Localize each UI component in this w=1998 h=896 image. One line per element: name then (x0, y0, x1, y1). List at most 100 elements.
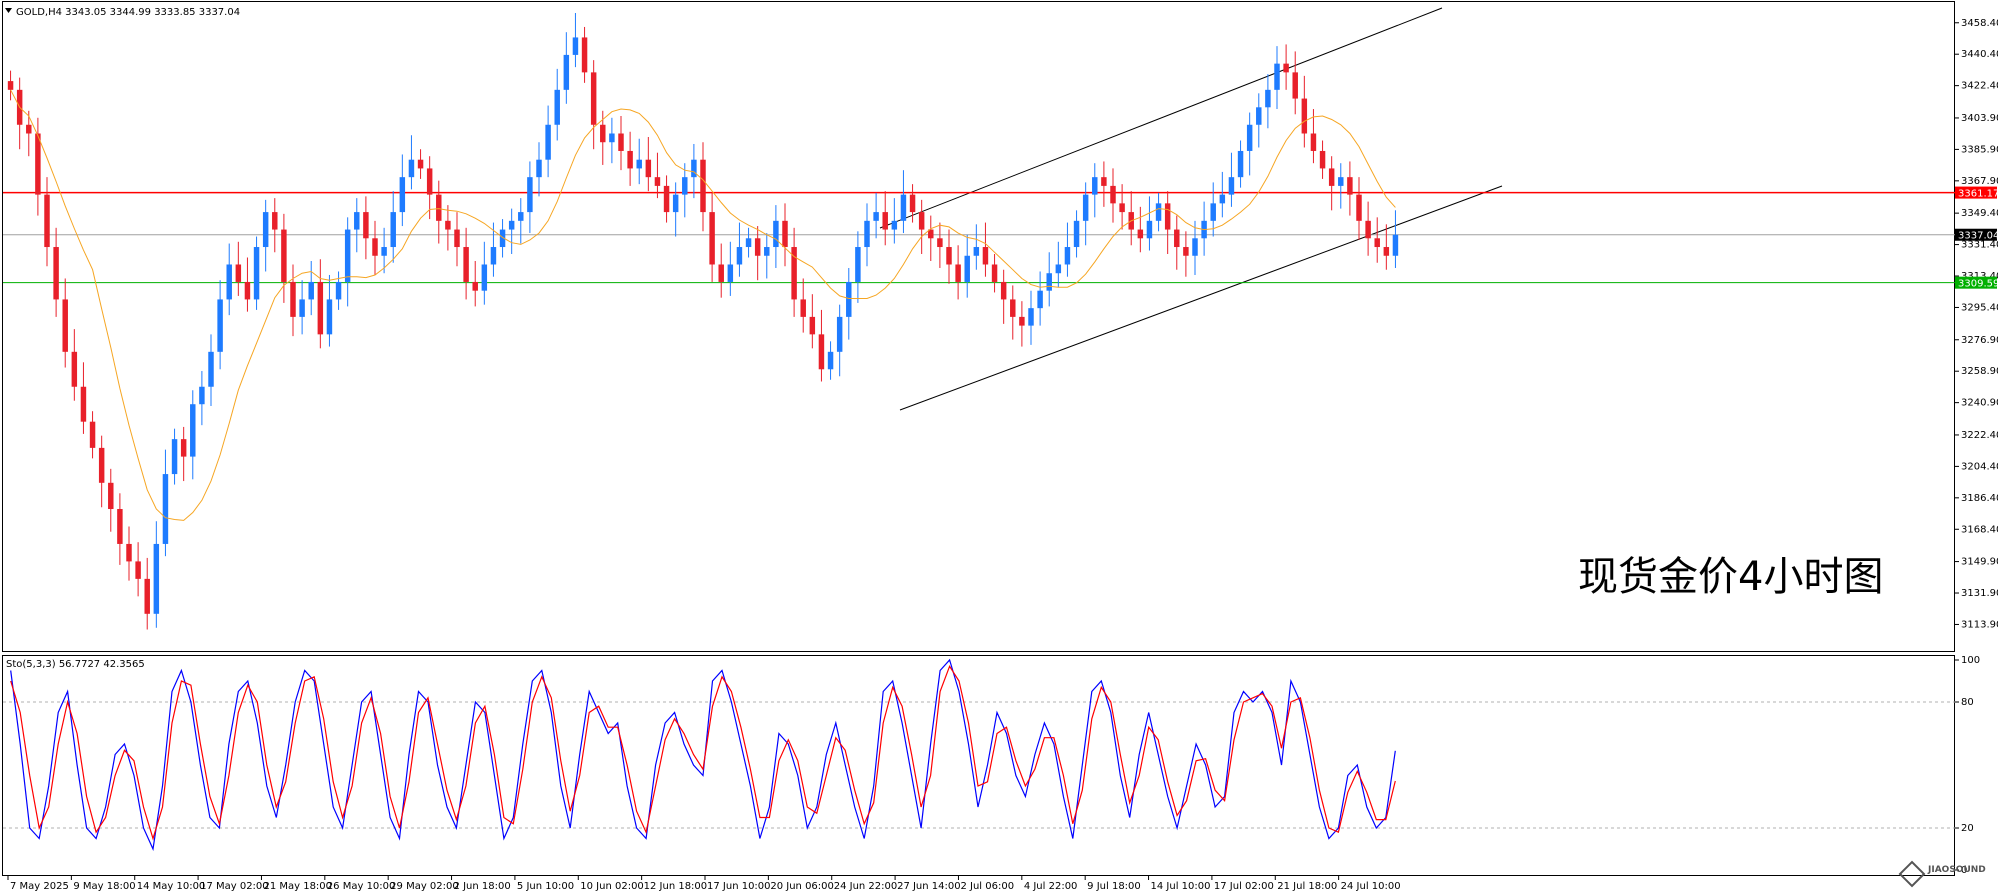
x-tick-label: 17 Jul 02:00 (1214, 881, 1274, 892)
price-tick-label: 3186.40 (1961, 493, 1998, 504)
price-tick-label: 3204.40 (1961, 461, 1998, 472)
price-tick-label: 3403.90 (1961, 113, 1998, 124)
candle-body (846, 281, 852, 317)
candle-body (1092, 177, 1098, 195)
candle-body (335, 281, 342, 300)
candle-body (481, 264, 488, 291)
x-tick-label: 12 Jun 18:00 (644, 881, 708, 892)
candle-body (645, 159, 652, 178)
candle-body (390, 212, 396, 248)
candle-body (836, 316, 843, 352)
candle-body (1146, 220, 1153, 239)
candle-body (235, 264, 242, 282)
x-tick-label: 17 May 02:00 (200, 881, 269, 892)
candle-body (108, 482, 114, 510)
candle-body (1101, 177, 1107, 186)
price-tick-label: 3113.90 (1961, 619, 1998, 630)
candle-body (499, 229, 506, 248)
candle-body (928, 229, 934, 239)
candle-body (7, 81, 14, 90)
x-tick-label: 21 Jul 18:00 (1277, 881, 1337, 892)
candle-body (372, 238, 378, 256)
x-tick-label: 20 Jun 06:00 (770, 881, 834, 892)
candle-body (736, 247, 743, 265)
x-tick-label: 4 Jul 22:00 (1024, 881, 1078, 892)
candle-body (1164, 203, 1171, 230)
candle-body (855, 247, 861, 282)
price-badge-bg (1955, 186, 1997, 199)
candle-body (1019, 316, 1025, 326)
symbol-menu-icon[interactable] (5, 8, 12, 13)
candle-body (773, 220, 779, 248)
candle-body (1000, 281, 1007, 300)
candle-body (1365, 220, 1371, 239)
candle-body (363, 212, 369, 239)
candle-body (162, 474, 169, 544)
x-tick-label: 27 Jun 14:00 (897, 881, 961, 892)
candle-body (1392, 234, 1399, 256)
candle-body (791, 247, 797, 300)
candle-body (1256, 107, 1262, 125)
candle-body (153, 543, 160, 614)
candle-body (518, 212, 524, 221)
price-tick-label: 3295.40 (1961, 302, 1998, 313)
candle-body (290, 281, 296, 317)
candle-body (1319, 150, 1326, 169)
candle-body (1082, 194, 1089, 221)
stoch-tick-label: 100 (1961, 655, 1980, 666)
candle-body (1010, 299, 1016, 317)
candle-body (299, 299, 305, 317)
candle-body (308, 281, 314, 300)
channel-lower-line (899, 185, 1503, 411)
candle-body (672, 194, 679, 213)
price-tick-label: 3168.40 (1961, 524, 1998, 535)
candle-body (727, 264, 734, 282)
candle-body (691, 159, 697, 178)
candle-body (80, 386, 87, 422)
x-tick-label: 14 May 10:00 (137, 881, 206, 892)
price-tick-label: 3222.40 (1961, 430, 1998, 441)
candle-body (946, 247, 952, 265)
candle-body (682, 177, 688, 195)
candle-body (891, 220, 898, 230)
candle-body (1347, 177, 1353, 195)
candle-body (208, 351, 214, 387)
candle-body (754, 238, 761, 256)
price-tick-label: 3276.90 (1961, 335, 1998, 346)
candle-body (964, 255, 970, 282)
candle-body (199, 386, 205, 405)
price-badge-label: 3337.04 (1958, 231, 1998, 242)
candle-body (463, 247, 469, 282)
candle-body (700, 159, 706, 213)
price-tick-label: 3313.40 (1961, 271, 1998, 282)
price-tick-label: 3440.40 (1961, 49, 1998, 60)
candle-body (126, 543, 132, 562)
candle-body (800, 299, 806, 317)
candle-body (973, 247, 980, 256)
candle-body (1192, 238, 1198, 256)
stoch-info-label: Sto(5,3,3) 56.7727 42.3565 (6, 659, 145, 670)
candle-body (272, 212, 278, 230)
stoch-tick-label: 20 (1961, 823, 1974, 834)
x-tick-label: 14 Jul 10:00 (1151, 881, 1211, 892)
candle-body (26, 124, 32, 134)
logo-diamond-icon (1898, 860, 1926, 888)
x-tick-label: 2 Jul 06:00 (960, 881, 1014, 892)
candle-body (508, 220, 515, 230)
candle-body (809, 316, 816, 335)
candle-body (436, 194, 442, 221)
candle-body (445, 220, 451, 230)
candle-body (1028, 308, 1034, 326)
candle-body (344, 229, 351, 282)
candle-body (1301, 98, 1308, 134)
candle-body (609, 133, 615, 143)
candle-body (864, 220, 870, 248)
candle-body (171, 439, 178, 475)
candle-body (1110, 185, 1116, 204)
candle-body (554, 89, 560, 125)
candle-body (918, 212, 925, 230)
candle-body (900, 194, 907, 221)
candle-body (873, 212, 879, 221)
channel-upper-line (879, 7, 1443, 229)
